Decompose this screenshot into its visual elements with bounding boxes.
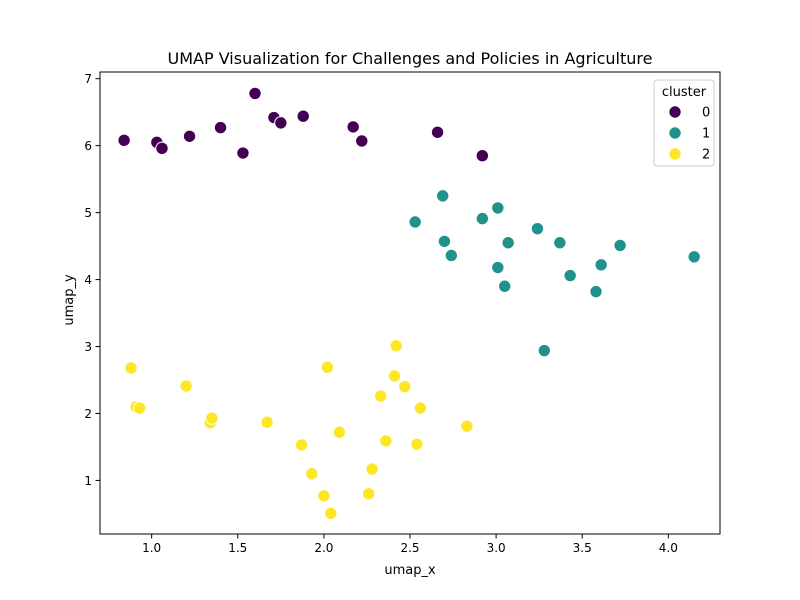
y-tick-label: 5 bbox=[84, 206, 92, 220]
scatter-point bbox=[305, 467, 319, 481]
legend-marker bbox=[668, 105, 682, 119]
y-tick-label: 1 bbox=[84, 474, 92, 488]
series-cluster-1 bbox=[408, 189, 701, 358]
legend-item: 1 bbox=[668, 126, 710, 142]
scatter-point bbox=[501, 236, 515, 250]
scatter-point bbox=[365, 462, 379, 476]
scatter-point bbox=[205, 411, 219, 425]
scatter-point bbox=[248, 86, 262, 101]
scatter-point bbox=[213, 120, 228, 135]
x-axis: 1.0 1.5 2.0 2.5 3.0 3.5 4.0 bbox=[142, 534, 678, 555]
y-tick-label: 2 bbox=[84, 407, 92, 421]
y-axis: 1 2 3 4 5 6 7 bbox=[84, 72, 100, 488]
scatter-point bbox=[537, 343, 552, 358]
scatter-point bbox=[332, 425, 347, 439]
scatter-point bbox=[320, 360, 335, 374]
scatter-point bbox=[413, 401, 428, 415]
scatter-point bbox=[498, 279, 512, 293]
scatter-point bbox=[553, 236, 567, 250]
scatter-point bbox=[475, 148, 490, 163]
scatter-point bbox=[594, 258, 608, 272]
scatter-point bbox=[274, 116, 288, 130]
scatter-point bbox=[389, 339, 403, 353]
scatter-point bbox=[317, 489, 331, 503]
scatter-point bbox=[613, 238, 627, 253]
scatter-point bbox=[687, 250, 701, 264]
series-cluster-2 bbox=[124, 339, 474, 520]
scatter-point bbox=[155, 141, 169, 156]
y-tick-label: 3 bbox=[84, 340, 92, 354]
scatter-point bbox=[444, 248, 459, 263]
scatter-point bbox=[117, 133, 131, 147]
x-tick-label: 1.5 bbox=[228, 541, 247, 555]
scatter-point bbox=[398, 379, 412, 394]
x-tick-label: 4.0 bbox=[659, 541, 678, 555]
legend-label: 0 bbox=[702, 106, 710, 121]
legend-label: 1 bbox=[702, 127, 710, 142]
x-tick-label: 2.5 bbox=[400, 541, 419, 555]
y-axis-label: umap_y bbox=[62, 274, 77, 326]
chart-title: UMAP Visualization for Challenges and Po… bbox=[168, 49, 653, 68]
scatter-point bbox=[589, 284, 603, 299]
scatter-point bbox=[430, 125, 445, 139]
legend-box bbox=[653, 79, 715, 167]
x-tick-label: 1.0 bbox=[142, 541, 161, 555]
y-tick-label: 4 bbox=[84, 273, 92, 287]
scatter-point bbox=[437, 234, 452, 249]
x-tick-label: 2.0 bbox=[314, 541, 333, 555]
scatter-point bbox=[355, 134, 369, 148]
scatter-point bbox=[260, 415, 274, 429]
scatter-point bbox=[491, 260, 505, 275]
scatter-point bbox=[324, 506, 338, 520]
scatter-point bbox=[361, 487, 376, 501]
scatter-point bbox=[236, 146, 250, 160]
legend-item: 2 bbox=[668, 147, 710, 163]
legend-marker bbox=[668, 147, 682, 161]
scatter-point bbox=[387, 369, 402, 383]
scatter-point bbox=[475, 211, 490, 226]
scatter-point bbox=[374, 389, 388, 403]
scatter-point bbox=[436, 189, 450, 203]
scatter-point bbox=[179, 379, 193, 393]
scatter-point bbox=[410, 437, 424, 451]
scatter-point bbox=[379, 434, 393, 448]
x-tick-label: 3.5 bbox=[573, 541, 592, 555]
scatter-point bbox=[563, 268, 577, 283]
scatter-point bbox=[530, 221, 545, 236]
scatter-point bbox=[346, 120, 360, 134]
legend-marker bbox=[668, 126, 682, 140]
legend: cluster 0 1 2 bbox=[653, 79, 715, 167]
scatter-point bbox=[491, 201, 505, 215]
x-axis-label: umap_x bbox=[384, 563, 436, 578]
scatter-point bbox=[296, 109, 310, 123]
scatter-point bbox=[408, 215, 422, 229]
scatter-point bbox=[460, 419, 474, 433]
scatter-point bbox=[132, 401, 147, 415]
scatter-point bbox=[294, 438, 309, 452]
scatter-point bbox=[182, 129, 197, 143]
points-layer bbox=[117, 86, 701, 520]
legend-title: cluster bbox=[662, 85, 707, 100]
y-tick-label: 6 bbox=[84, 139, 92, 153]
legend-item: 0 bbox=[668, 105, 710, 121]
x-tick-label: 3.0 bbox=[487, 541, 506, 555]
series-cluster-0 bbox=[117, 86, 490, 163]
legend-label: 2 bbox=[702, 148, 710, 163]
scatter-point bbox=[124, 361, 138, 375]
y-tick-label: 7 bbox=[84, 72, 92, 86]
